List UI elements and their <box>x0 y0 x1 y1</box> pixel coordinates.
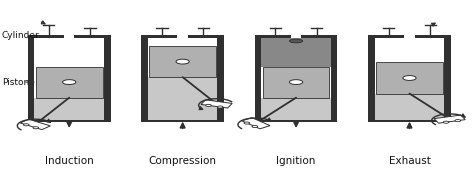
Bar <box>331 35 337 122</box>
Ellipse shape <box>290 39 303 43</box>
Circle shape <box>23 124 29 126</box>
Circle shape <box>290 80 303 85</box>
Bar <box>444 35 451 122</box>
Polygon shape <box>201 100 232 108</box>
Circle shape <box>244 122 250 124</box>
Text: Compression: Compression <box>149 156 217 166</box>
Bar <box>28 35 64 38</box>
Circle shape <box>252 125 258 128</box>
Bar <box>261 38 331 66</box>
Polygon shape <box>242 118 270 129</box>
Bar <box>261 98 331 120</box>
Text: Exhaust: Exhaust <box>389 156 430 166</box>
Bar <box>376 62 443 94</box>
Bar <box>148 38 218 120</box>
Bar <box>415 35 451 38</box>
Polygon shape <box>434 115 465 123</box>
Bar <box>368 35 404 38</box>
Bar <box>375 94 444 120</box>
Bar <box>263 66 329 98</box>
Bar <box>35 98 104 120</box>
Bar <box>149 46 216 77</box>
Bar <box>28 120 110 122</box>
Bar <box>255 120 337 122</box>
Bar <box>255 35 261 122</box>
Text: Piston: Piston <box>1 78 29 87</box>
Circle shape <box>206 104 211 106</box>
Bar <box>141 120 224 122</box>
Polygon shape <box>20 119 50 130</box>
Bar <box>74 35 110 38</box>
Bar <box>28 35 35 122</box>
Text: Ignition: Ignition <box>276 156 316 166</box>
Text: Induction: Induction <box>45 156 93 166</box>
Circle shape <box>218 106 223 108</box>
Bar <box>368 120 451 122</box>
Circle shape <box>63 80 76 85</box>
Bar <box>36 66 102 98</box>
Bar <box>188 35 224 38</box>
Circle shape <box>33 127 38 129</box>
Bar <box>141 35 177 38</box>
Text: Cylinder: Cylinder <box>1 31 39 40</box>
Bar <box>218 35 224 122</box>
Circle shape <box>443 121 449 123</box>
Circle shape <box>403 76 416 80</box>
Bar <box>104 35 110 122</box>
Bar <box>375 38 444 120</box>
Bar <box>148 77 218 120</box>
Circle shape <box>176 59 189 64</box>
Bar <box>301 35 337 38</box>
Bar <box>255 35 291 38</box>
Bar <box>141 35 148 122</box>
Bar <box>368 35 375 122</box>
Circle shape <box>455 120 461 122</box>
Bar <box>35 38 104 120</box>
Bar <box>261 38 331 120</box>
